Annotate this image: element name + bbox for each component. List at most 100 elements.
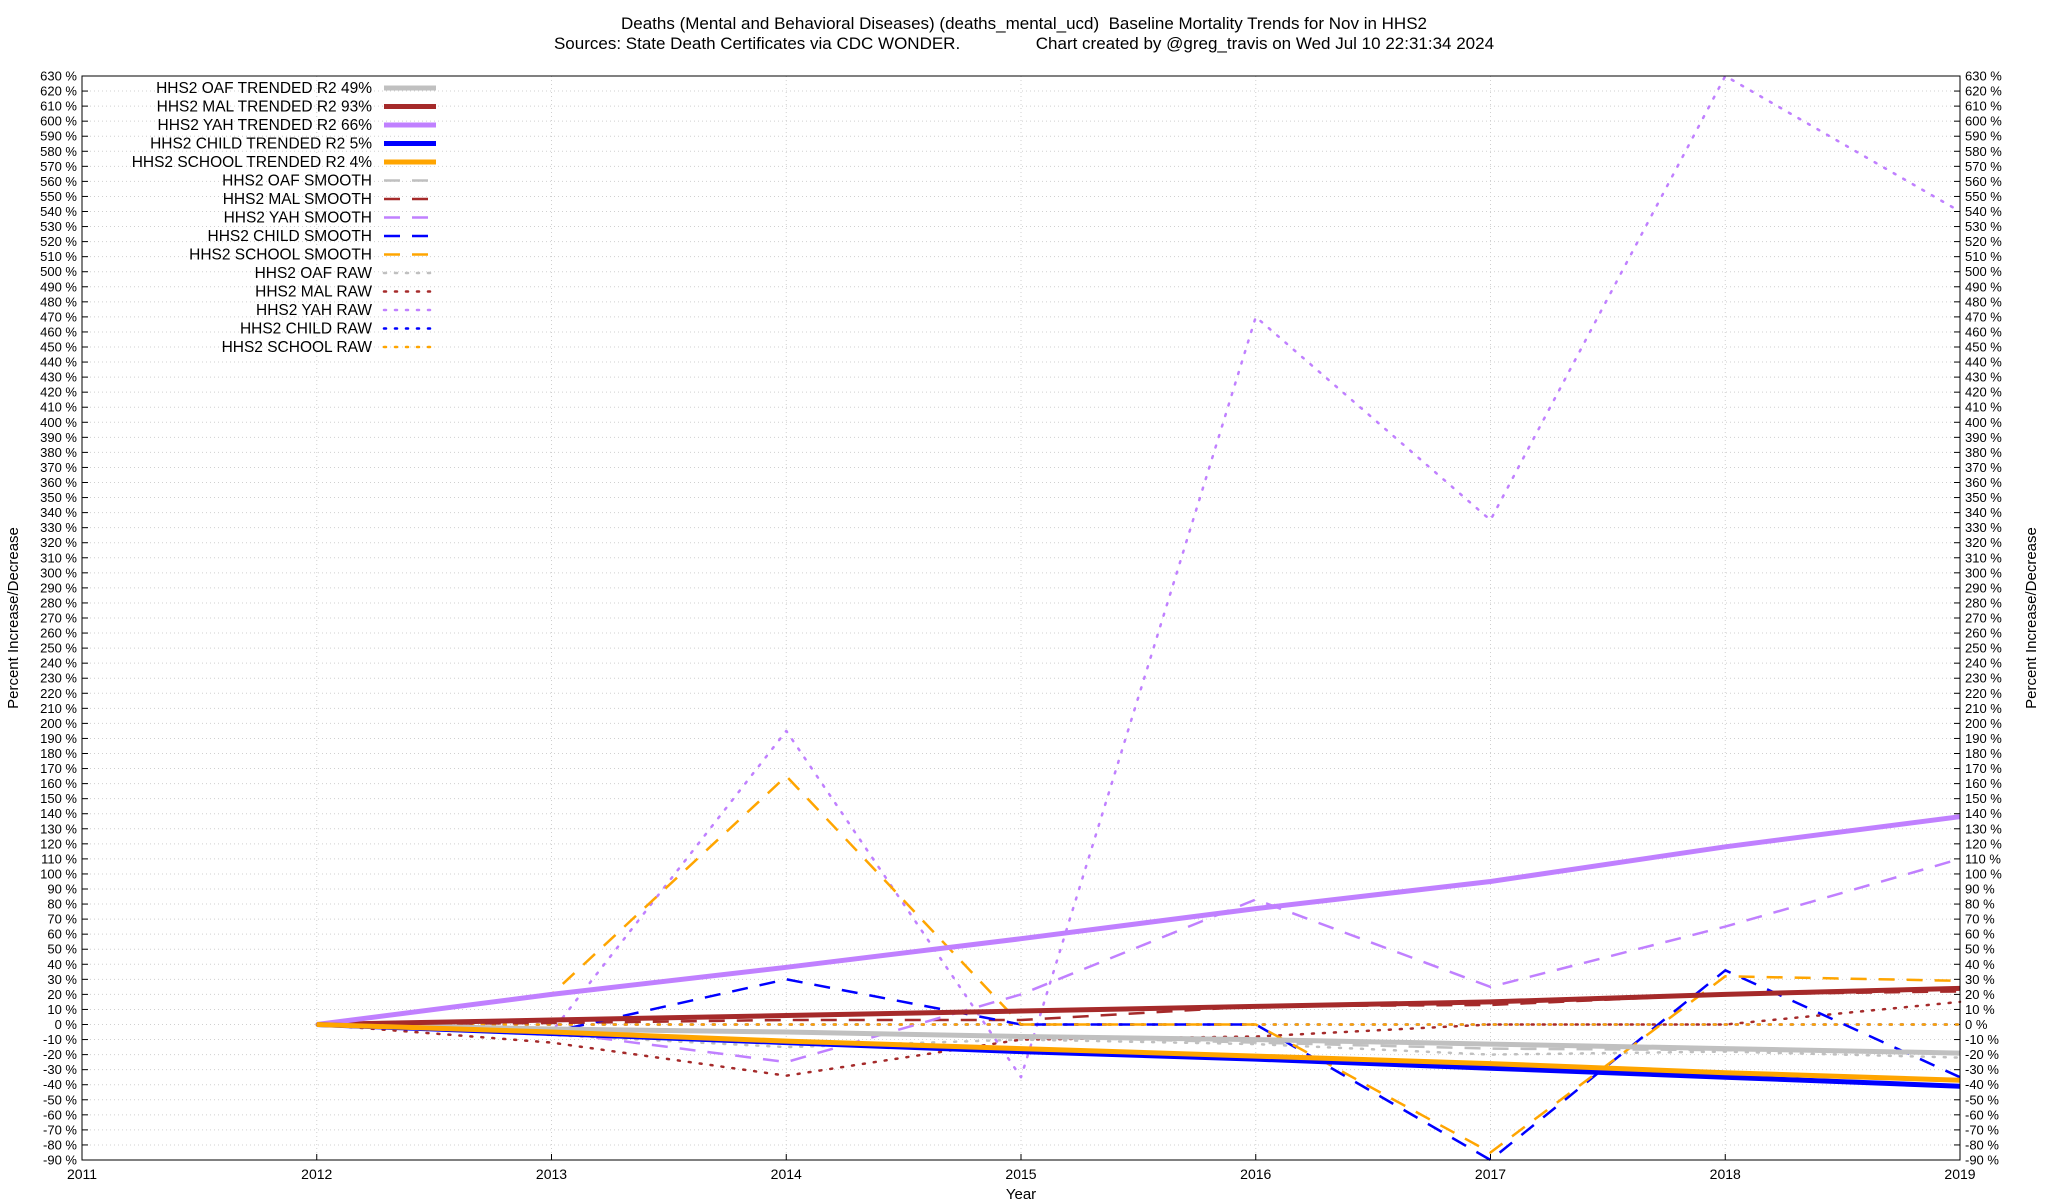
series-line-hhs2-oaf-trended-r2-49 bbox=[316, 1022, 1961, 1056]
y-tick-label: 350 % bbox=[40, 490, 77, 505]
y-tick-label: 160 % bbox=[1965, 776, 2002, 791]
y-tick-label: 510 % bbox=[40, 249, 77, 264]
y-tick-label: 110 % bbox=[41, 851, 77, 866]
y-tick-label: 450 % bbox=[40, 340, 77, 355]
y-tick-label: -30 % bbox=[1965, 1062, 1999, 1077]
y-tick-label: 70 % bbox=[47, 912, 77, 927]
y-tick-label: 50 % bbox=[1965, 942, 1995, 957]
legend-label: HHS2 CHILD TRENDED R2 5% bbox=[150, 136, 372, 153]
y-tick-label: 80 % bbox=[47, 897, 77, 912]
x-tick-label: 2013 bbox=[536, 1166, 567, 1182]
y-tick-label: -60 % bbox=[1965, 1107, 1999, 1122]
y-tick-label: 60 % bbox=[47, 927, 77, 942]
series-lines bbox=[315, 74, 1962, 1162]
y-tick-label: 270 % bbox=[1965, 611, 2002, 626]
y-tick-label: 590 % bbox=[40, 129, 77, 144]
y-tick-label: 120 % bbox=[40, 836, 77, 851]
y-tick-label: 210 % bbox=[1965, 701, 2002, 716]
y-tick-label: 420 % bbox=[1965, 385, 2002, 400]
y-tick-label: 170 % bbox=[1965, 761, 2002, 776]
y-tick-label: 230 % bbox=[1965, 671, 2002, 686]
y-tick-label: 130 % bbox=[1965, 821, 2002, 836]
y-tick-label: 560 % bbox=[40, 174, 77, 189]
y-tick-label: 380 % bbox=[1965, 445, 2002, 460]
y-tick-label: 490 % bbox=[1965, 279, 2002, 294]
x-tick-label: 2011 bbox=[67, 1166, 97, 1182]
y-tick-label: 50 % bbox=[47, 942, 77, 957]
y-tick-label: 360 % bbox=[40, 475, 77, 490]
y-tick-label: 380 % bbox=[40, 445, 77, 460]
y-tick-label: 220 % bbox=[1965, 686, 2002, 701]
y-tick-label: 370 % bbox=[40, 460, 77, 475]
y-tick-label: 30 % bbox=[47, 972, 77, 987]
y-tick-label: 130 % bbox=[40, 821, 77, 836]
y-tick-label: 620 % bbox=[1965, 84, 2002, 99]
legend-label: HHS2 MAL RAW bbox=[255, 284, 372, 301]
y-tick-label: 400 % bbox=[40, 415, 77, 430]
y-tick-label: 470 % bbox=[1965, 309, 2002, 324]
y-tick-label: 150 % bbox=[1965, 791, 2002, 806]
y-tick-label: 140 % bbox=[1965, 806, 2002, 821]
x-tick-label: 2018 bbox=[1710, 1166, 1741, 1182]
y-tick-label: -40 % bbox=[1965, 1077, 1999, 1092]
legend-label: HHS2 SCHOOL RAW bbox=[222, 339, 373, 356]
series-line-hhs2-child-smooth bbox=[316, 969, 1961, 1162]
y-tick-label: 530 % bbox=[40, 219, 77, 234]
y-tick-label: 180 % bbox=[40, 746, 77, 761]
y-tick-label: 170 % bbox=[40, 761, 77, 776]
y-tick-label: -70 % bbox=[1965, 1122, 1999, 1137]
y-tick-label: 460 % bbox=[40, 324, 77, 339]
y-tick-label: 190 % bbox=[40, 731, 77, 746]
y-tick-label: 320 % bbox=[40, 535, 77, 550]
y-tick-label: 350 % bbox=[1965, 490, 2002, 505]
y-tick-label: 480 % bbox=[1965, 294, 2002, 309]
y-tick-label: 290 % bbox=[1965, 580, 2002, 595]
legend-label: HHS2 CHILD SMOOTH bbox=[208, 228, 373, 245]
y-tick-label: 510 % bbox=[1965, 249, 2002, 264]
x-tick-label: 2014 bbox=[771, 1166, 802, 1182]
y-tick-label: -40 % bbox=[43, 1077, 77, 1092]
y-tick-label: 220 % bbox=[40, 686, 77, 701]
x-tick-label: 2015 bbox=[1005, 1166, 1036, 1182]
y-tick-label: 540 % bbox=[1965, 204, 2002, 219]
x-tick-label: 2017 bbox=[1475, 1166, 1506, 1182]
y-tick-label: 570 % bbox=[40, 159, 77, 174]
y-tick-label: 530 % bbox=[1965, 219, 2002, 234]
y-tick-label: 90 % bbox=[1965, 882, 1995, 897]
y-tick-label: 80 % bbox=[1965, 897, 1995, 912]
y-tick-label: 430 % bbox=[40, 370, 77, 385]
y-tick-label: -60 % bbox=[43, 1107, 77, 1122]
y-tick-label: 20 % bbox=[1965, 987, 1995, 1002]
x-axis: 2011 2012 2013 2014 2015 2016 2017 2018 2019 bbox=[67, 1154, 1976, 1182]
legend-label: HHS2 MAL SMOOTH bbox=[223, 191, 372, 208]
legend-label: HHS2 OAF TRENDED R2 49% bbox=[156, 80, 372, 97]
y-tick-label: 10 % bbox=[1965, 1002, 1995, 1017]
y-tick-label: 550 % bbox=[1965, 189, 2002, 204]
y-tick-label: -10 % bbox=[43, 1032, 77, 1047]
y-tick-label: 480 % bbox=[40, 294, 77, 309]
y-tick-label: 440 % bbox=[40, 355, 77, 370]
y-tick-label: 10 % bbox=[47, 1002, 77, 1017]
y-tick-label: 340 % bbox=[1965, 505, 2002, 520]
y-tick-label: 330 % bbox=[40, 520, 77, 535]
chart-title: Deaths (Mental and Behavioral Diseases) … bbox=[621, 14, 1427, 33]
legend-label: HHS2 SCHOOL SMOOTH bbox=[189, 247, 372, 264]
y-tick-label: 500 % bbox=[1965, 264, 2002, 279]
y-tick-label: 600 % bbox=[40, 114, 77, 129]
y-tick-label: 260 % bbox=[40, 626, 77, 641]
y-tick-label: 310 % bbox=[40, 550, 77, 565]
y-tick-label: 560 % bbox=[1965, 174, 2002, 189]
series-line-hhs2-yah-raw bbox=[315, 74, 1962, 1079]
y-tick-label: 340 % bbox=[40, 505, 77, 520]
x-axis-label: Year bbox=[1006, 1186, 1036, 1200]
legend-label: HHS2 OAF SMOOTH bbox=[222, 173, 372, 190]
y-tick-label: 300 % bbox=[40, 565, 77, 580]
y-tick-label: 40 % bbox=[47, 957, 77, 972]
y-tick-label: 230 % bbox=[40, 671, 77, 686]
y-tick-label: -70 % bbox=[43, 1122, 77, 1137]
y-tick-label: 410 % bbox=[40, 400, 77, 415]
y-tick-label: 150 % bbox=[40, 791, 77, 806]
legend-label: HHS2 CHILD RAW bbox=[240, 321, 372, 338]
y-tick-label: 280 % bbox=[40, 595, 77, 610]
y-tick-label: 540 % bbox=[40, 204, 77, 219]
